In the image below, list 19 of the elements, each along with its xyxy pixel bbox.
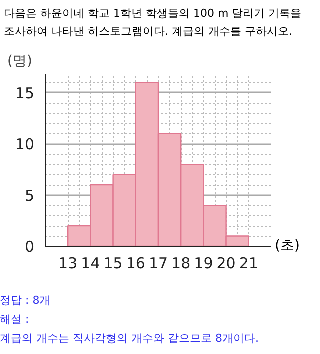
y-tick-label: 0: [24, 238, 35, 256]
y-axis-title: (명): [8, 54, 32, 70]
y-tick-label: 5: [24, 186, 35, 205]
chart-title: 다음은 하윤이네 학교 1학년 학생들의 100 m 달리기 기록을 조사하여 나타낸 히스토그램이다. 계급의 개수를 구하시오.: [4, 6, 303, 40]
x-tick-label: 17: [148, 254, 168, 272]
x-tick-label: 14: [81, 254, 100, 272]
text: 정답 : 8개: [0, 293, 52, 309]
y-tick-label: 15: [15, 84, 35, 102]
text: 해설 :: [0, 312, 30, 328]
x-tick-label: 20: [216, 254, 236, 272]
x-tick-label: 13: [58, 254, 78, 272]
x-axis-title: (초): [275, 237, 300, 256]
x-tick-label: 16: [126, 254, 146, 272]
x-tick-label: 18: [172, 254, 191, 272]
text: 계급의 개수는 직사각형의 개수와 같으므로 8개이다.: [0, 331, 259, 347]
x-tick-label: 19: [194, 254, 214, 272]
x-tick-label: 15: [104, 254, 123, 272]
y-tick-label: 10: [15, 136, 35, 154]
x-tick-label: 21: [239, 254, 258, 272]
